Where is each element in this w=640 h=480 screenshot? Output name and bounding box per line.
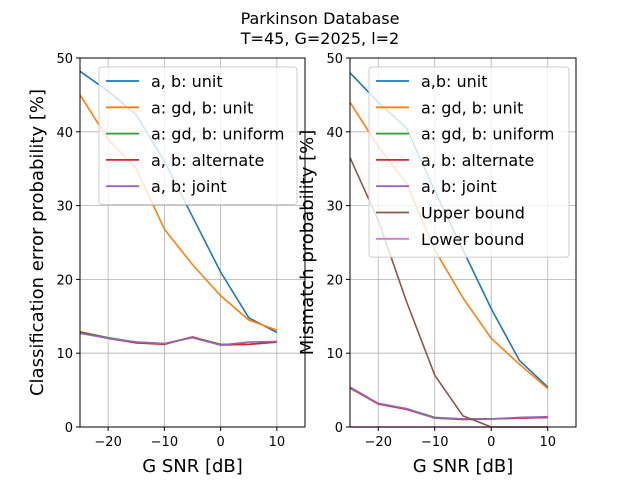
figure-title-line1: Parkinson Database <box>241 9 400 28</box>
y-tick-label: 40 <box>326 126 343 141</box>
x-tick-label: 0 <box>216 435 224 450</box>
left-legend: a, b: unit a: gd, b: unit a: gd, b: unifor… <box>98 66 298 205</box>
left-series-line-4 <box>80 332 277 346</box>
x-tick-label: −20 <box>94 435 121 450</box>
x-tick-label: −10 <box>421 435 448 450</box>
right-x-axis-label: G SNR [dB] <box>413 456 514 477</box>
left-axes-frame <box>79 57 306 428</box>
x-tick-label: 10 <box>269 435 286 450</box>
y-tick-label: 10 <box>56 347 73 362</box>
left-legend-label-2: a: gd, b: uniform <box>151 125 284 144</box>
left-x-axis-label: G SNR [dB] <box>142 456 243 477</box>
right-legend: a,b: unit a: gd, b: unit a: gd, b: uniform… <box>368 66 570 258</box>
y-tick-label: 0 <box>65 421 73 436</box>
y-tick-label: 30 <box>56 200 73 215</box>
right-legend-label-6: Lower bound <box>421 230 524 249</box>
right-legend-label-3: a, b: alternate <box>421 151 534 170</box>
y-tick-label: 40 <box>56 126 73 141</box>
y-tick-label: 20 <box>56 273 73 288</box>
right-chart-panel: −20 −10 0 10 0 10 20 30 40 50 G SNR [dB] Mismatch p… <box>297 52 577 477</box>
left-legend-label-3: a, b: alternate <box>151 151 264 170</box>
x-tick-label: 0 <box>487 435 495 450</box>
left-legend-label-4: a, b: joint <box>151 177 227 196</box>
right-legend-box <box>368 66 570 258</box>
x-tick-label: 10 <box>539 435 556 450</box>
y-tick-label: 0 <box>335 421 343 436</box>
right-series-line-4 <box>350 386 548 420</box>
y-tick-label: 10 <box>326 347 343 362</box>
right-legend-label-0: a,b: unit <box>421 72 488 91</box>
y-tick-label: 30 <box>326 200 343 215</box>
y-tick-label: 50 <box>56 52 73 67</box>
right-legend-label-2: a: gd, b: uniform <box>421 125 554 144</box>
x-tick-label: −20 <box>365 435 392 450</box>
figure-title-line2: T=45, G=2025, l=2 <box>240 29 399 48</box>
right-legend-label-4: a, b: joint <box>421 177 497 196</box>
left-y-axis-label: Classification error probability [%] <box>27 89 48 396</box>
left-legend-label-0: a, b: unit <box>151 72 223 91</box>
right-legend-label-1: a: gd, b: unit <box>421 98 523 117</box>
left-legend-box <box>98 66 298 205</box>
right-legend-label-5: Upper bound <box>421 204 525 223</box>
y-tick-label: 50 <box>326 52 343 67</box>
right-axes-frame <box>349 57 577 428</box>
left-chart-panel: −20 −10 0 10 0 10 20 30 40 50 G SNR [dB] Classifica… <box>27 52 306 477</box>
y-tick-label: 20 <box>326 273 343 288</box>
x-tick-label: −10 <box>151 435 178 450</box>
left-legend-label-1: a: gd, b: unit <box>151 98 253 117</box>
right-y-axis-label: Mismatch probability [%] <box>297 130 318 355</box>
